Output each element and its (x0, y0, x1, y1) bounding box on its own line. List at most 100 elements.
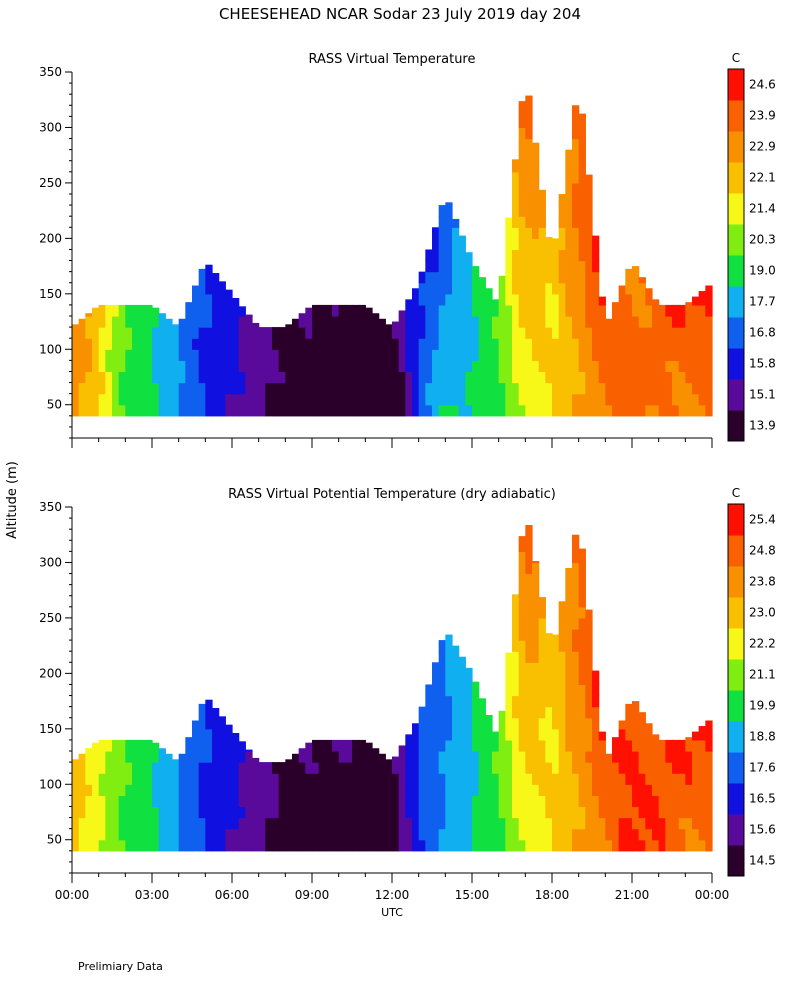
heatmap-cell (478, 349, 486, 361)
shared-ylabel: Altitude (m) (5, 461, 20, 539)
heatmap-cell (185, 784, 193, 796)
heatmap-cell (592, 795, 600, 808)
heatmap-cell (652, 393, 660, 406)
heatmap-cell (465, 393, 473, 406)
heatmap-cell (398, 839, 406, 852)
colorbar-label: 19.9 (749, 699, 776, 713)
heatmap-cell (572, 695, 580, 708)
heatmap-cell (505, 762, 513, 774)
colorbar-swatch (728, 845, 744, 877)
heatmap-cell (432, 773, 440, 785)
heatmap-cell (545, 271, 553, 284)
heatmap-cell (538, 316, 546, 328)
heatmap-cell (178, 327, 186, 339)
heatmap-cell (518, 101, 526, 106)
heatmap-cell (558, 662, 566, 674)
heatmap-cell (218, 382, 226, 395)
heatmap-cell (618, 371, 626, 384)
heatmap-cell (545, 751, 553, 763)
heatmap-cell (532, 773, 540, 785)
heatmap-cell (698, 762, 706, 774)
heatmap-cell (518, 160, 526, 173)
heatmap-cell (538, 751, 546, 763)
heatmap-cell (465, 784, 473, 796)
heatmap-cell (525, 662, 533, 674)
heatmap-cell (632, 795, 640, 808)
heatmap-cell (552, 282, 560, 295)
heatmap-cell (198, 817, 206, 830)
heatmap-cell (705, 784, 713, 796)
heatmap-cell (98, 327, 106, 339)
heatmap-cell (198, 751, 206, 763)
heatmap-cell (652, 784, 660, 796)
heatmap-cell (465, 382, 473, 395)
heatmap-cell (592, 382, 600, 395)
heatmap-cell (372, 371, 380, 384)
heatmap-cell (505, 382, 513, 395)
heatmap-cell (432, 762, 440, 774)
heatmap-cell (485, 349, 493, 361)
heatmap-cell (225, 828, 233, 841)
heatmap-cell (558, 762, 566, 774)
heatmap-cell (392, 817, 400, 830)
heatmap-cell (625, 382, 633, 395)
heatmap-cell (645, 817, 653, 830)
heatmap-cell (478, 304, 486, 317)
heatmap-cell (425, 717, 433, 730)
heatmap-cell (358, 393, 366, 406)
heatmap-cell (458, 806, 466, 819)
colorbar-label: 16.5 (749, 792, 776, 806)
heatmap-cell (352, 393, 360, 406)
heatmap-cell (578, 149, 586, 162)
heatmap-cell (425, 817, 433, 830)
heatmap-cell (652, 762, 660, 774)
heatmap-cell (172, 324, 180, 328)
heatmap-cell (292, 338, 300, 350)
heatmap-cell (558, 817, 566, 830)
heatmap-cell (285, 382, 293, 395)
heatmap-cell (645, 762, 653, 774)
heatmap-cell (625, 728, 633, 741)
heatmap-cell (538, 304, 546, 317)
heatmap-cell (472, 762, 480, 774)
heatmap-cell (518, 205, 526, 217)
heatmap-cell (192, 285, 200, 295)
heatmap-cell (165, 371, 173, 384)
heatmap-cell (578, 839, 586, 852)
heatmap-cell (605, 393, 613, 406)
heatmap-cell (312, 404, 320, 417)
heatmap-cell (458, 773, 466, 785)
heatmap-cell (452, 338, 460, 350)
heatmap-cell (305, 828, 313, 841)
heatmap-cell (532, 271, 540, 284)
heatmap-cell (532, 562, 540, 575)
heatmap-cell (332, 751, 340, 763)
heatmap-cell (205, 751, 213, 763)
heatmap-cell (498, 393, 506, 406)
heatmap-cell (358, 773, 366, 785)
heatmap-cell (292, 839, 300, 852)
heatmap-cell (398, 349, 406, 361)
heatmap-cell (138, 404, 146, 417)
heatmap-cell (465, 762, 473, 774)
heatmap-cell (438, 260, 446, 273)
heatmap-cell (478, 327, 486, 339)
heatmap-cell (232, 316, 240, 328)
heatmap-cell (438, 216, 446, 228)
heatmap-cell (105, 393, 113, 406)
heatmap-cell (572, 194, 580, 206)
heatmap-cell (358, 371, 366, 384)
heatmap-cell (472, 695, 480, 708)
heatmap-cell (125, 839, 133, 852)
heatmap-cell (312, 739, 320, 752)
heatmap-cell (478, 806, 486, 819)
heatmap-cell (245, 839, 253, 852)
heatmap-cell (378, 753, 386, 763)
heatmap-cell (565, 382, 573, 395)
heatmap-cell (152, 784, 160, 796)
heatmap-cell (485, 751, 493, 763)
heatmap-cell (465, 684, 473, 697)
heatmap-cell (512, 182, 520, 195)
heatmap-cell (365, 316, 373, 328)
heatmap-cell (325, 817, 333, 830)
